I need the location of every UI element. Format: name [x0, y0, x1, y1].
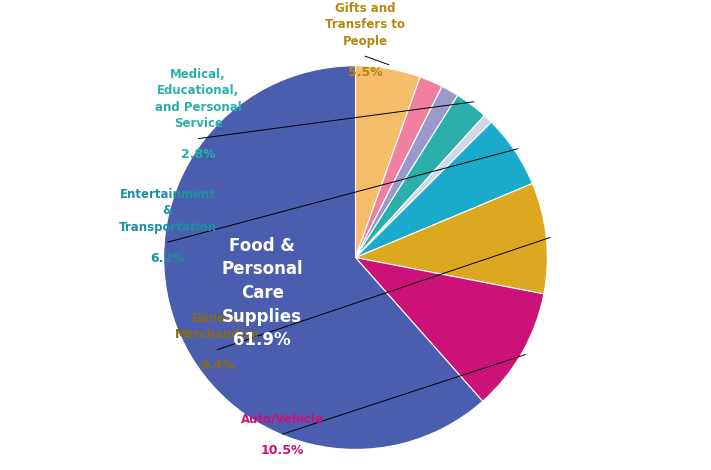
- Text: Gifts and
Transfers to
People: Gifts and Transfers to People: [325, 1, 405, 47]
- Wedge shape: [356, 258, 544, 401]
- Wedge shape: [356, 77, 442, 258]
- Wedge shape: [356, 183, 547, 294]
- Text: 5.5%: 5.5%: [348, 66, 383, 79]
- Wedge shape: [164, 66, 483, 449]
- Text: Medical,
Educational,
and Personal
Service: Medical, Educational, and Personal Servi…: [155, 68, 242, 130]
- Wedge shape: [356, 86, 458, 258]
- Wedge shape: [356, 116, 491, 258]
- Wedge shape: [356, 66, 420, 258]
- Text: Entertainment
&
Transportation: Entertainment & Transportation: [119, 188, 216, 234]
- Text: Food &
Personal
Care
Supplies
61.9%: Food & Personal Care Supplies 61.9%: [221, 237, 303, 349]
- Text: 6.2%: 6.2%: [150, 252, 185, 265]
- Wedge shape: [356, 95, 484, 258]
- Text: Auto/Vehicle: Auto/Vehicle: [241, 413, 324, 425]
- Text: 10.5%: 10.5%: [261, 444, 304, 457]
- Text: 2.8%: 2.8%: [181, 148, 215, 161]
- Text: 9.4%: 9.4%: [200, 359, 235, 372]
- Wedge shape: [356, 122, 533, 258]
- Text: General
Merchandise: General Merchandise: [175, 312, 260, 341]
